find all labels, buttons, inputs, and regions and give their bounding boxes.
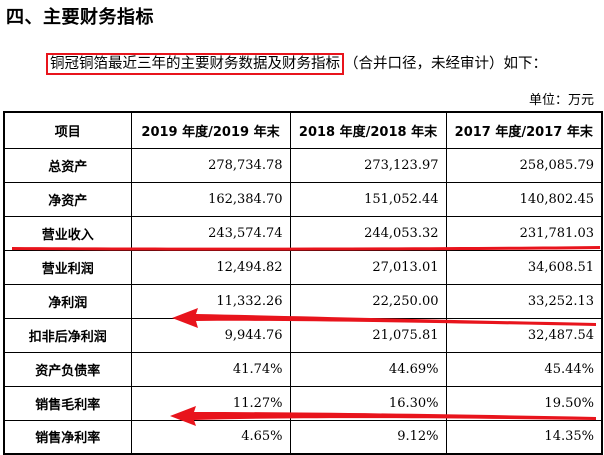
table-row: 营业利润 12,494.82 27,013.01 34,608.51: [3, 249, 603, 285]
value-2017: 34,608.51: [445, 249, 603, 285]
value-2019: 11.27%: [130, 385, 291, 421]
value-2018: 273,123.97: [289, 147, 447, 183]
value-2017: 32,487.54: [445, 317, 603, 353]
header-2017: 2017 年度/2017 年末: [445, 111, 603, 149]
row-label: 资产负债率: [3, 351, 132, 387]
table-row: 营业收入 243,574.74 244,053.32 231,781.03: [3, 215, 603, 251]
table-row: 销售毛利率 11.27% 16.30% 19.50%: [3, 385, 603, 421]
header-item: 项目: [3, 111, 132, 149]
table-row: 总资产 278,734.78 273,123.97 258,085.79: [3, 147, 603, 183]
value-2018: 9.12%: [289, 419, 447, 455]
row-label: 扣非后净利润: [3, 317, 132, 353]
value-2018: 22,250.00: [289, 283, 447, 319]
value-2019: 41.74%: [130, 351, 291, 387]
value-2018: 244,053.32: [289, 215, 447, 251]
table-row: 净资产 162,384.70 151,052.44 140,802.45: [3, 181, 603, 217]
value-2017: 140,802.45: [445, 181, 603, 217]
unit-label: 单位：万元: [528, 93, 594, 108]
value-2018: 16.30%: [289, 385, 447, 421]
table-row: 销售净利率 4.65% 9.12% 14.35%: [3, 419, 603, 455]
value-2019: 11,332.26: [130, 283, 291, 319]
table-row: 扣非后净利润 9,944.76 21,075.81 32,487.54: [3, 317, 603, 353]
value-2017: 33,252.13: [445, 283, 603, 319]
intro-rest: （合并口径，未经审计）如下：: [344, 56, 547, 72]
highlighted-phrase: 铜冠铜箔最近三年的主要财务数据及财务指标: [46, 53, 344, 75]
intro-sentence: 铜冠铜箔最近三年的主要财务数据及财务指标 （合并口径，未经审计）如下：: [46, 52, 547, 75]
value-2019: 9,944.76: [130, 317, 291, 353]
row-label: 营业收入: [3, 215, 132, 251]
row-label: 营业利润: [3, 249, 132, 285]
row-label: 销售毛利率: [3, 385, 132, 421]
value-2018: 27,013.01: [289, 249, 447, 285]
value-2017: 14.35%: [445, 419, 603, 455]
header-2018: 2018 年度/2018 年末: [289, 111, 447, 149]
value-2017: 45.44%: [445, 351, 603, 387]
table-row: 净利润 11,332.26 22,250.00 33,252.13: [3, 283, 603, 319]
header-2019: 2019 年度/2019 年末: [130, 111, 291, 149]
value-2018: 151,052.44: [289, 181, 447, 217]
row-label: 销售净利率: [3, 419, 132, 455]
financial-indicators-table: 项目 2019 年度/2019 年末 2018 年度/2018 年末 2017 …: [3, 111, 603, 455]
value-2019: 4.65%: [130, 419, 291, 455]
value-2019: 278,734.78: [130, 147, 291, 183]
section-heading: 四、主要财务指标: [6, 7, 154, 28]
table-row: 资产负债率 41.74% 44.69% 45.44%: [3, 351, 603, 387]
value-2018: 44.69%: [289, 351, 447, 387]
value-2019: 12,494.82: [130, 249, 291, 285]
value-2019: 243,574.74: [130, 215, 291, 251]
table-header-row: 项目 2019 年度/2019 年末 2018 年度/2018 年末 2017 …: [3, 111, 603, 149]
row-label: 净资产: [3, 181, 132, 217]
row-label: 净利润: [3, 283, 132, 319]
value-2019: 162,384.70: [130, 181, 291, 217]
value-2017: 258,085.79: [445, 147, 603, 183]
row-label: 总资产: [3, 147, 132, 183]
value-2017: 231,781.03: [445, 215, 603, 251]
value-2018: 21,075.81: [289, 317, 447, 353]
value-2017: 19.50%: [445, 385, 603, 421]
